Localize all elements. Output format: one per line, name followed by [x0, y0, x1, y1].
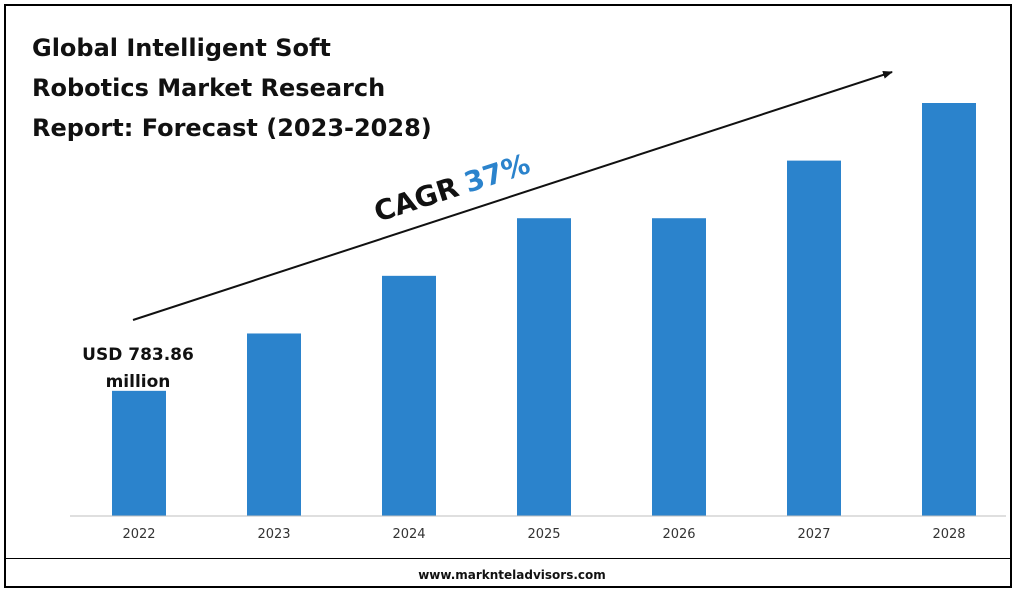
title-line-2: Robotics Market Research: [32, 74, 386, 102]
cagr-label: CAGR: [370, 170, 463, 228]
bar-2026: [652, 218, 706, 516]
x-tick-label-2022: 2022: [122, 527, 155, 542]
chart-title: Global Intelligent Soft Robotics Market …: [32, 28, 452, 148]
bar-2024: [382, 275, 436, 516]
title-line-1: Global Intelligent Soft: [32, 34, 331, 62]
x-tick-label-2024: 2024: [392, 527, 425, 542]
first-bar-value-line-1: USD 783.86: [82, 345, 194, 365]
growth-arrow: [132, 70, 893, 321]
bar-2027: [787, 160, 841, 516]
x-tick-labels: 2022 2023 2024 2025 2026 2027 2028: [122, 527, 965, 542]
chart-frame: [4, 4, 1012, 588]
bar-2025: [517, 218, 571, 516]
title-line-3: Report: Forecast (2023-2028): [32, 114, 432, 142]
bar-2022: [112, 390, 166, 516]
x-tick-label-2028: 2028: [932, 527, 965, 542]
bar-2028: [922, 103, 976, 516]
website-url: www.marknteladvisors.com: [418, 568, 606, 582]
x-tick-label-2025: 2025: [527, 527, 560, 542]
bar-2023: [247, 333, 301, 516]
x-tick-label-2027: 2027: [797, 527, 830, 542]
bars-group: [112, 103, 976, 516]
footer-divider: [4, 558, 1012, 559]
x-tick-label-2026: 2026: [662, 527, 695, 542]
first-bar-value-line-2: million: [106, 372, 171, 392]
x-tick-label-2023: 2023: [257, 527, 290, 542]
